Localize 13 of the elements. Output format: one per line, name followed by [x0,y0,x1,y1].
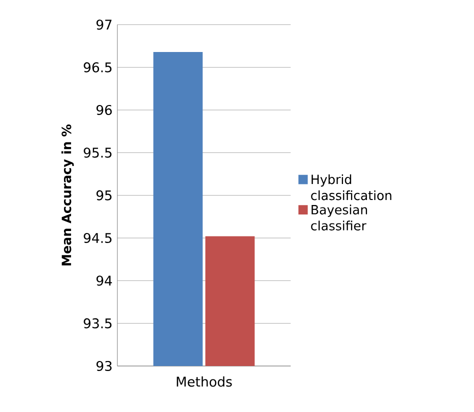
y-tick-label: 93.5 [84,318,112,328]
y-tick-label: 97 [96,20,112,30]
y-axis-title: Mean Accuracy in % [61,124,74,266]
y-tick-label: 96 [96,104,112,116]
y-tick-label: 95.5 [84,148,112,158]
y-tick-label: 95 [96,190,112,200]
legend-label: Hybrid classification [311,174,392,200]
y-tick-label: 93 [96,360,112,372]
y-tick-label: 94 [96,276,112,286]
x-tick-label: Methods [176,376,232,387]
y-tick-label: 94.5 [84,232,112,244]
y-tick-label: 96.5 [84,62,112,72]
legend-label: Bayesian classifier [311,204,367,230]
